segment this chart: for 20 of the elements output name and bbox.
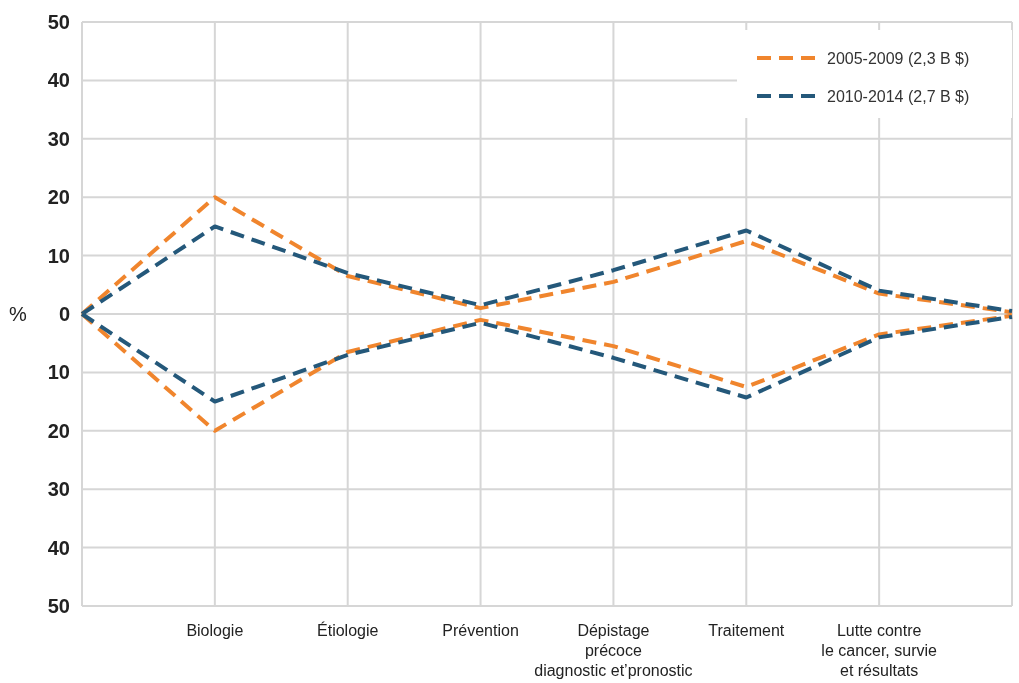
y-tick-label: 50	[47, 11, 70, 33]
y-tick-label: 10	[47, 244, 70, 267]
x-tick-label: Dépistage précoce diagnostic et’pronostic	[534, 622, 693, 679]
y-tick-label: 40	[47, 536, 70, 559]
x-tick-label: Prévention	[442, 622, 519, 639]
y-tick-label: 40	[47, 69, 70, 92]
y-axis-title: %	[9, 303, 28, 325]
legend-label: 2005-2009 (2,3 B $)	[827, 49, 970, 67]
y-tick-label: 20	[47, 186, 70, 209]
x-tick-label: Lutte contre le cancer, survie et résultats	[821, 622, 938, 679]
y-tick-label: 10	[47, 361, 70, 384]
y-tick-label: 30	[47, 127, 70, 150]
x-tick-label: Traitement	[708, 622, 785, 639]
legend-label: 2010-2014 (2,7 B $)	[827, 87, 970, 105]
x-tick-label: Étiologie	[317, 621, 379, 639]
y-tick-label: 20	[47, 419, 70, 442]
y-tick-label: 30	[47, 478, 70, 501]
y-tick-label: 50	[47, 595, 70, 617]
x-tick-label: Biologie	[186, 622, 244, 639]
y-tick-label: 0	[58, 303, 70, 325]
